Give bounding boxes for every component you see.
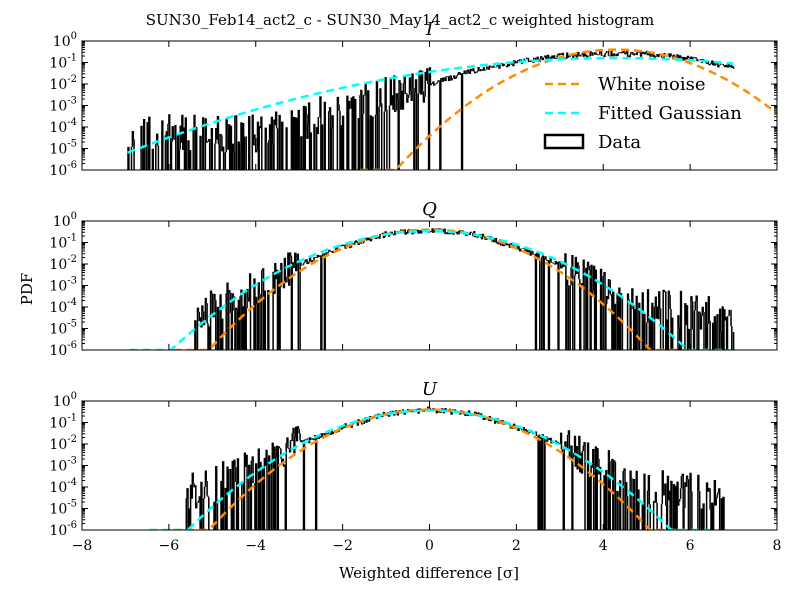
y-tick-exponent: -2 [67, 434, 77, 445]
white-noise-series [173, 228, 686, 350]
y-tick-label: 100 [53, 391, 77, 410]
y-tick-base: 10 [49, 343, 67, 359]
x-tick-label: −4 [245, 538, 266, 554]
y-tick-base: 10 [53, 34, 71, 50]
y-tick-base: 10 [49, 437, 67, 453]
fitted-gaussian-series [149, 409, 710, 530]
legend-label: Fitted Gaussian [598, 103, 742, 124]
panel-title: Q [422, 199, 437, 220]
x-axis-label: Weighted difference [σ] [339, 564, 519, 582]
data-series [194, 228, 735, 350]
y-tick-exponent: -2 [67, 74, 77, 85]
y-tick-base: 10 [49, 120, 67, 136]
legend-label: White noise [598, 74, 706, 95]
legend: White noise Fitted Gaussian Data [543, 74, 742, 153]
y-tick-base: 10 [49, 459, 67, 475]
y-tick-base: 10 [53, 394, 71, 410]
y-tick-base: 10 [53, 214, 71, 230]
y-tick-exponent: -1 [67, 233, 77, 244]
plot-area [129, 228, 735, 350]
y-tick-exponent: -4 [67, 297, 77, 308]
y-tick-exponent: 0 [71, 31, 77, 42]
y-tick-label: 10-1 [49, 413, 77, 432]
x-tick-label: 4 [599, 538, 608, 554]
y-tick-exponent: -5 [67, 139, 77, 150]
y-tick-label: 10-6 [49, 160, 77, 179]
y-tick-base: 10 [49, 236, 67, 252]
y-tick-label: 10-2 [49, 74, 77, 93]
x-tick-label: −8 [72, 538, 93, 554]
fitted-gaussian-series [129, 229, 730, 350]
y-tick-label: 100 [53, 31, 77, 50]
y-tick-base: 10 [49, 416, 67, 432]
y-tick-exponent: -3 [67, 96, 77, 107]
x-tick-label: 2 [512, 538, 521, 554]
y-tick-base: 10 [49, 99, 67, 115]
y-tick-label: 10-1 [49, 53, 77, 72]
x-tick-label: 8 [773, 538, 782, 554]
y-tick-label: 10-6 [49, 520, 77, 539]
y-tick-base: 10 [49, 56, 67, 72]
y-tick-exponent: -6 [67, 520, 77, 531]
white-noise-series [360, 48, 777, 170]
y-tick-base: 10 [49, 502, 67, 518]
legend-swatch [543, 133, 585, 150]
y-tick-exponent: -4 [67, 477, 77, 488]
y-tick-label: 10-2 [49, 254, 77, 273]
y-tick-label: 10-4 [49, 477, 77, 496]
y-tick-base: 10 [49, 523, 67, 539]
y-tick-label: 100 [53, 211, 77, 230]
y-tick-exponent: -5 [67, 319, 77, 330]
x-tick-label: −6 [159, 538, 180, 554]
legend-label: Data [598, 132, 641, 153]
y-tick-label: 10-1 [49, 233, 77, 252]
y-tick-label: 10-5 [49, 499, 77, 518]
panel-title: U [422, 379, 438, 400]
data-series [185, 406, 725, 530]
y-tick-label: 10-4 [49, 297, 77, 316]
y-tick-exponent: 0 [71, 391, 77, 402]
y-tick-exponent: -6 [67, 340, 77, 351]
y-tick-exponent: -4 [67, 117, 77, 128]
white-noise-series [173, 408, 686, 530]
y-tick-label: 10-3 [49, 456, 77, 475]
panels-group: 10010-110-210-310-410-510-6I10010-110-21… [49, 19, 781, 554]
y-tick-exponent: -5 [67, 499, 77, 510]
y-tick-exponent: 0 [71, 211, 77, 222]
y-tick-base: 10 [49, 300, 67, 316]
y-tick-label: 10-4 [49, 117, 77, 136]
y-tick-exponent: -2 [67, 254, 77, 265]
x-tick-label: −2 [332, 538, 353, 554]
y-axis-label: PDF [18, 273, 36, 306]
panel-title: I [425, 19, 434, 40]
x-tick-label: 0 [425, 538, 434, 554]
plot-area [127, 48, 777, 170]
plot-area [149, 406, 725, 530]
y-tick-label: 10-5 [49, 139, 77, 158]
y-tick-base: 10 [49, 279, 67, 295]
y-tick-label: 10-3 [49, 276, 77, 295]
y-tick-label: 10-5 [49, 319, 77, 338]
y-tick-label: 10-3 [49, 96, 77, 115]
y-tick-exponent: -3 [67, 456, 77, 467]
y-tick-label: 10-2 [49, 434, 77, 453]
y-tick-base: 10 [49, 163, 67, 179]
y-tick-exponent: -6 [67, 160, 77, 171]
y-tick-base: 10 [49, 257, 67, 273]
y-tick-base: 10 [49, 142, 67, 158]
y-tick-exponent: -3 [67, 276, 77, 287]
y-tick-exponent: -1 [67, 53, 77, 64]
y-tick-base: 10 [49, 480, 67, 496]
x-tick-label: 6 [686, 538, 695, 554]
figure-title: SUN30_Feb14_act2_c - SUN30_May14_act2_c … [146, 11, 654, 29]
y-tick-exponent: -1 [67, 413, 77, 424]
y-tick-base: 10 [49, 77, 67, 93]
fitted-gaussian-series [127, 56, 734, 154]
y-tick-label: 10-6 [49, 340, 77, 359]
y-tick-base: 10 [49, 322, 67, 338]
